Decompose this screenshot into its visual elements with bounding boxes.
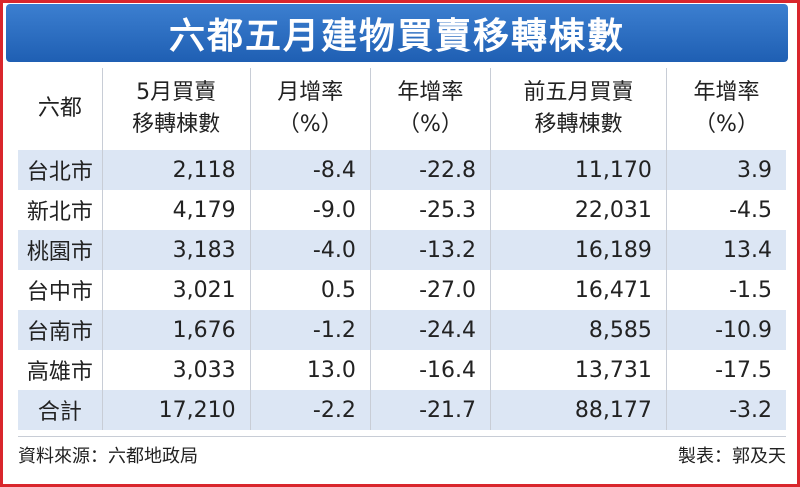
header-line: （%） [693, 112, 759, 137]
cell: -3.2 [665, 390, 786, 430]
cell: 88,177 [490, 390, 667, 430]
cell: 13.4 [665, 230, 786, 270]
header-cell: 年增率 （%） [665, 68, 786, 150]
cell: -17.5 [665, 350, 786, 390]
row: 桃園市 3,183 -4.0 -13.2 16,189 13.4 [18, 230, 786, 270]
cell: 13,731 [490, 350, 667, 390]
cell: 3.9 [665, 150, 786, 190]
row: 台中市 3,021 0.5 -27.0 16,471 -1.5 [18, 270, 786, 310]
header-row: 六都 5月買賣移轉棟數 月增率 （%） 年增率 （%） 前五月買賣移轉棟數 年增率 （%） [18, 68, 786, 150]
header-line: 前五月買賣 [523, 80, 634, 105]
title: 六都五月建物買賣移轉棟數 [6, 4, 788, 62]
cell: -4.5 [665, 190, 786, 230]
header-line: 六都 [37, 96, 82, 121]
cell: 22,031 [490, 190, 667, 230]
cell: -25.3 [369, 190, 491, 230]
cell: -8.4 [249, 150, 371, 190]
cell: -2.2 [249, 390, 371, 430]
source: 資料來源：六都地政局 [18, 446, 198, 467]
header-line: 年增率 [693, 80, 760, 105]
header-cell: 前五月買賣 移轉棟數 [490, 68, 667, 150]
cell: -24.4 [369, 310, 491, 350]
cell: 0.5 [249, 270, 371, 310]
cell: -9.0 [249, 190, 371, 230]
cell: -27.0 [369, 270, 491, 310]
row-label: 高雄市 [26, 360, 93, 385]
cell: 8,585 [490, 310, 667, 350]
header-line: （%） [397, 112, 463, 137]
cell: -22.8 [369, 150, 491, 190]
cell: 11,170 [490, 150, 667, 190]
row: 合計 17,210 -2.2 -21.7 88,177 -3.2 [18, 390, 786, 430]
cell: 13.0 [249, 350, 371, 390]
row-label: 桃園市 [18, 230, 103, 270]
cell: -1.5 [665, 270, 786, 310]
credit: 製表：郭及天 [678, 446, 786, 467]
row: 新北市 4,179 -9.0 -25.3 22,031 -4.5 [18, 190, 786, 230]
cell: -21.7 [369, 390, 491, 430]
header-line: 移轉棟數 [534, 112, 623, 137]
row: 台南市 1,676 -1.2 -24.4 8,585 -10.9 [18, 310, 786, 350]
row-label: 合計 [18, 390, 103, 430]
header-cell: 六都 [18, 68, 102, 150]
cell: 17,210 [101, 390, 251, 430]
header-cell: 月增率 （%） [249, 68, 371, 150]
row-label: 台北市 [18, 150, 103, 190]
cell: 1,676 [101, 310, 251, 350]
row-label: 新北市 [26, 200, 93, 225]
cell: -13.2 [369, 230, 491, 270]
cell: -4.0 [249, 230, 371, 270]
header-line: 年增率 [397, 80, 464, 105]
cell: 4,179 [101, 190, 251, 230]
table: 六都 5月買賣移轉棟數 月增率 （%） 年增率 （%） 前五月買賣移轉棟數 年增率 （%） 台北市… [18, 68, 786, 430]
footer: 資料來源：六都地政局 製表：郭及天 [18, 436, 786, 473]
cell: 16,471 [490, 270, 667, 310]
row: 高雄市 3,033 13.0 -16.4 13,731 -17.5 [18, 350, 786, 390]
row-label: 台中市 [26, 280, 93, 305]
cell: -16.4 [369, 350, 491, 390]
row-label: 台南市 [18, 310, 103, 350]
header-cell: 年增率 （%） [369, 68, 491, 150]
cell: 3,021 [101, 270, 251, 310]
row: 台北市 2,118 -8.4 -22.8 11,170 3.9 [18, 150, 786, 190]
header-line: 移轉棟數 [132, 112, 221, 137]
cell: 3,183 [101, 230, 251, 270]
cell: 2,118 [101, 150, 251, 190]
cell: -10.9 [665, 310, 786, 350]
cell: 16,189 [490, 230, 667, 270]
cell: -1.2 [249, 310, 371, 350]
header-cell: 5月買賣移轉棟數 [101, 68, 251, 150]
header-line: （%） [277, 112, 343, 137]
header-line: 5月買賣 [136, 80, 217, 105]
header-line: 月增率 [277, 80, 344, 105]
cell: 3,033 [101, 350, 251, 390]
